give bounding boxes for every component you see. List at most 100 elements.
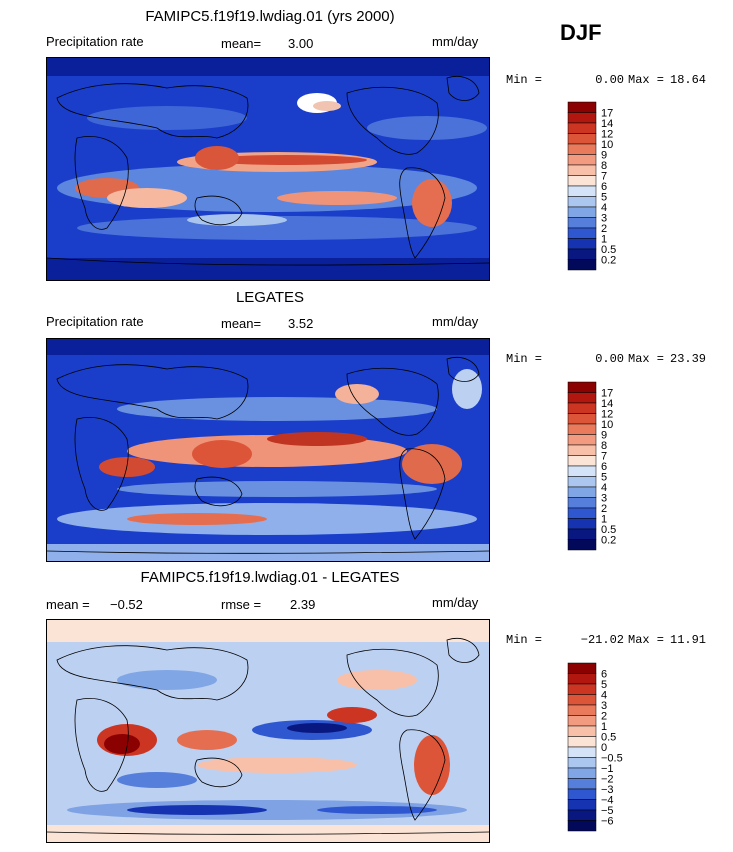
panel-title: FAMIPC5.f19f19.lwdiag.01 - LEGATES <box>140 569 400 586</box>
colorbar-label: −4 <box>601 795 614 807</box>
precip-map <box>46 338 490 562</box>
colorbar-swatch <box>567 673 597 685</box>
colorbar-swatch <box>567 799 597 811</box>
season-label: DJF <box>560 20 602 45</box>
mean-label: mean= <box>221 36 262 51</box>
colorbar-swatch <box>567 788 597 800</box>
colorbar-swatch <box>567 196 597 208</box>
colorbar-swatch <box>567 497 597 509</box>
colorbar-swatch <box>567 746 597 758</box>
colorbar-swatch <box>567 413 597 425</box>
colorbar-swatch <box>567 175 597 187</box>
colorbar-label: 17 <box>601 388 613 400</box>
panel-title: LEGATES <box>235 289 305 306</box>
max-value: 18.64 <box>670 73 707 87</box>
colorbar-label: 4 <box>601 202 607 214</box>
panel-title: FAMIPC5.f19f19.lwdiag.01 (yrs 2000) <box>145 8 395 25</box>
colorbar-label: 12 <box>601 409 613 421</box>
colorbar-swatch <box>567 259 597 271</box>
colorbar-label: 1 <box>601 514 607 526</box>
colorbar-swatch <box>567 122 597 134</box>
colorbar-swatch <box>567 112 597 124</box>
min-label: Min = <box>506 73 543 87</box>
mean-value: 3.52 <box>288 316 314 331</box>
colorbar-swatch <box>567 539 597 551</box>
max-label: Max = <box>628 73 665 87</box>
colorbar-swatch <box>567 486 597 498</box>
colorbar-swatch <box>567 518 597 530</box>
colorbar-label: 5 <box>601 472 607 484</box>
colorbar-label: 1 <box>601 721 607 733</box>
colorbar-label: 7 <box>601 451 607 463</box>
colorbar-swatch <box>567 154 597 166</box>
colorbar-swatch <box>567 528 597 540</box>
colorbar-swatch <box>567 715 597 727</box>
mean-value: −0.52 <box>110 597 143 612</box>
colorbar-label: 3 <box>601 700 607 712</box>
colorbar-swatch <box>567 476 597 488</box>
colorbar-label: 14 <box>601 398 613 410</box>
mean-value: 3.00 <box>288 36 314 51</box>
min-label: Min = <box>506 352 543 366</box>
units-label: mm/day <box>432 595 479 610</box>
colorbar-label: −5 <box>601 805 614 817</box>
colorbar-swatch <box>567 465 597 477</box>
colorbar-swatch <box>567 704 597 716</box>
colorbar-label: 4 <box>601 482 607 494</box>
colorbar-label: 3 <box>601 493 607 505</box>
colorbar-label: 8 <box>601 160 607 172</box>
colorbar-label: 9 <box>601 150 607 162</box>
max-label: Max = <box>628 633 665 647</box>
colorbar-swatch <box>567 392 597 404</box>
colorbar-swatch <box>567 694 597 706</box>
colorbar-label: 7 <box>601 171 607 183</box>
colorbar-label: 3 <box>601 213 607 225</box>
colorbar-label: 6 <box>601 669 607 681</box>
colorbar-label: 0.2 <box>601 535 616 547</box>
colorbar-label: 0 <box>601 742 607 754</box>
colorbar-label: 5 <box>601 679 607 691</box>
colorbar-label: −3 <box>601 784 614 796</box>
min-label: Min = <box>506 633 543 647</box>
colorbar-swatch <box>567 402 597 414</box>
colorbar-label: 1 <box>601 234 607 246</box>
colorbar-label: −1 <box>601 763 614 775</box>
colorbar-label: −0.5 <box>601 753 623 765</box>
colorbar-swatch <box>567 767 597 779</box>
colorbar-label: 2 <box>601 711 607 723</box>
colorbar-label: 2 <box>601 503 607 515</box>
min-value: −21.02 <box>580 633 624 647</box>
colorbar-swatch <box>567 455 597 467</box>
colorbar-swatch <box>567 725 597 737</box>
colorbar-swatch <box>567 238 597 250</box>
colorbar-swatch <box>567 185 597 197</box>
colorbar-swatch <box>567 683 597 695</box>
units-label: mm/day <box>432 34 479 49</box>
colorbar-label: 0.5 <box>601 524 616 536</box>
colorbar-swatch <box>567 434 597 446</box>
colorbar-swatch <box>567 101 597 113</box>
mean-label: mean= <box>221 316 262 331</box>
mean-label: mean = <box>46 597 90 612</box>
precip-map <box>46 57 490 281</box>
difference-map <box>46 619 490 843</box>
colorbar: 17 14 12 10 9 8 7 6 5 4 3 2 1 0.5 0.2 <box>567 101 647 276</box>
colorbar: 17 14 12 10 9 8 7 6 5 4 3 2 1 0.5 0.2 <box>567 381 647 556</box>
colorbar-label: 8 <box>601 440 607 452</box>
colorbar-label: 17 <box>601 108 613 120</box>
colorbar-label: 5 <box>601 192 607 204</box>
max-value: 11.91 <box>670 633 707 647</box>
min-value: 0.00 <box>595 73 624 87</box>
colorbar-label: 0.2 <box>601 255 616 267</box>
colorbar-swatch <box>567 133 597 145</box>
colorbar-label: 10 <box>601 419 613 431</box>
variable-label: Precipitation rate <box>46 34 144 49</box>
colorbar-swatch <box>567 809 597 821</box>
rmse-label: rmse = <box>221 597 262 612</box>
max-value: 23.39 <box>670 352 707 366</box>
colorbar-label: 0.5 <box>601 244 616 256</box>
variable-label: Precipitation rate <box>46 314 144 329</box>
